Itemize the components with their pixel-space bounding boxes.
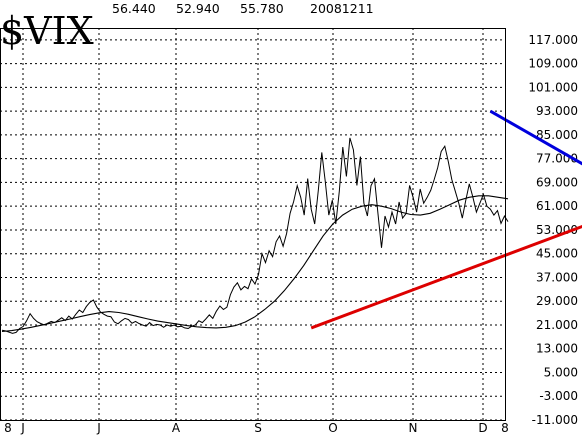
y-tick-label: 109.000 bbox=[528, 57, 578, 71]
x-tick-label: O bbox=[328, 421, 337, 435]
y-tick-label: -11.000 bbox=[532, 413, 578, 427]
support-trendline bbox=[310, 224, 582, 330]
moving-average-line bbox=[1, 195, 509, 333]
x-tick-label: J bbox=[96, 421, 101, 435]
x-tick-label: 8 bbox=[4, 421, 12, 435]
y-tick-label: 93.000 bbox=[536, 104, 578, 118]
price-series bbox=[1, 137, 509, 334]
x-tick-label: D bbox=[478, 421, 487, 435]
x-tick-label: 8 bbox=[501, 421, 509, 435]
chart-title: $VIX bbox=[0, 9, 94, 53]
grid-lines bbox=[0, 28, 505, 421]
vix-price-line bbox=[1, 137, 509, 334]
y-axis-tick-labels: 117.000109.000101.00093.00085.00077.0006… bbox=[528, 33, 578, 427]
y-tick-label: 13.000 bbox=[536, 342, 578, 356]
y-tick-label: 117.000 bbox=[528, 33, 578, 47]
x-tick-label: N bbox=[409, 421, 418, 435]
quote-low: 52.940 bbox=[176, 1, 220, 16]
y-tick-label: 45.000 bbox=[536, 247, 578, 261]
y-tick-label: 21.000 bbox=[536, 318, 578, 332]
y-tick-label: -3.000 bbox=[539, 389, 578, 403]
quote-date: 20081211 bbox=[310, 1, 374, 16]
x-tick-label: A bbox=[172, 421, 181, 435]
y-tick-label: 5.000 bbox=[544, 365, 578, 379]
trendlines bbox=[310, 109, 582, 330]
y-tick-label: 101.000 bbox=[528, 80, 578, 94]
y-tick-label: 29.000 bbox=[536, 294, 578, 308]
y-tick-label: 61.000 bbox=[536, 199, 578, 213]
y-tick-label: 69.000 bbox=[536, 175, 578, 189]
y-tick-label: 37.000 bbox=[536, 270, 578, 284]
resistance-trendline bbox=[489, 109, 582, 166]
x-tick-label: S bbox=[254, 421, 262, 435]
quote-open: 56.440 bbox=[112, 1, 156, 16]
quote-close: 55.780 bbox=[240, 1, 284, 16]
y-tick-label: 85.000 bbox=[536, 128, 578, 142]
x-tick-label: J bbox=[20, 421, 25, 435]
plot-frame bbox=[0, 28, 506, 421]
